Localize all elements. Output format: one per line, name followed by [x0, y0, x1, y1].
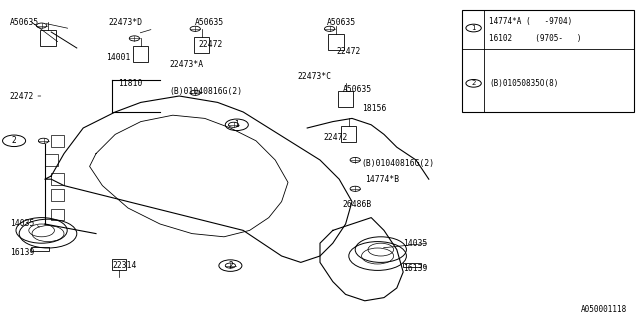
Bar: [133, 46, 148, 62]
Text: 16139: 16139: [403, 264, 428, 273]
Bar: [403, 263, 421, 267]
Text: 14035: 14035: [403, 239, 428, 248]
Bar: [51, 173, 64, 185]
Text: 22473*C: 22473*C: [298, 72, 332, 81]
Bar: [194, 37, 209, 53]
Text: 22472: 22472: [323, 133, 348, 142]
Text: 18156: 18156: [362, 104, 386, 113]
Text: 14001: 14001: [106, 53, 130, 62]
Bar: [31, 247, 49, 251]
Bar: [51, 135, 64, 147]
Bar: [45, 154, 58, 166]
Text: 16102     (9705-   ): 16102 (9705- ): [489, 34, 582, 43]
Text: 22473*A: 22473*A: [170, 60, 204, 68]
Bar: [51, 209, 64, 220]
Text: 14035: 14035: [10, 220, 34, 228]
Text: A050001118: A050001118: [581, 305, 627, 314]
Text: 11810: 11810: [118, 79, 143, 88]
Text: (B)01040816G(2): (B)01040816G(2): [170, 87, 243, 96]
Bar: [112, 259, 126, 270]
Text: 22473*D: 22473*D: [109, 18, 143, 27]
Text: 1: 1: [471, 25, 476, 31]
Bar: [328, 34, 344, 50]
Text: A50635: A50635: [342, 85, 372, 94]
Bar: [338, 91, 353, 107]
Text: 14774*B: 14774*B: [365, 175, 399, 184]
Text: 22472: 22472: [198, 40, 223, 49]
Text: 26486B: 26486B: [342, 200, 372, 209]
Text: A50635: A50635: [195, 18, 225, 27]
Text: (B)01040816G(2): (B)01040816G(2): [362, 159, 435, 168]
Bar: [40, 30, 56, 46]
Text: 22314: 22314: [112, 261, 136, 270]
Text: A50635: A50635: [10, 18, 39, 27]
Text: 22472: 22472: [336, 47, 360, 56]
Bar: [341, 126, 356, 142]
Text: 2: 2: [472, 80, 476, 86]
Text: 2: 2: [228, 261, 233, 270]
Text: (B)01050835O(8): (B)01050835O(8): [489, 79, 558, 88]
Text: 2: 2: [12, 136, 17, 145]
Text: 16139: 16139: [10, 248, 34, 257]
Text: 22472: 22472: [10, 92, 34, 100]
Text: 1: 1: [234, 120, 239, 129]
Text: A50635: A50635: [326, 18, 356, 27]
Text: 14774*A (   -9704): 14774*A ( -9704): [489, 17, 572, 26]
Bar: [51, 189, 64, 201]
